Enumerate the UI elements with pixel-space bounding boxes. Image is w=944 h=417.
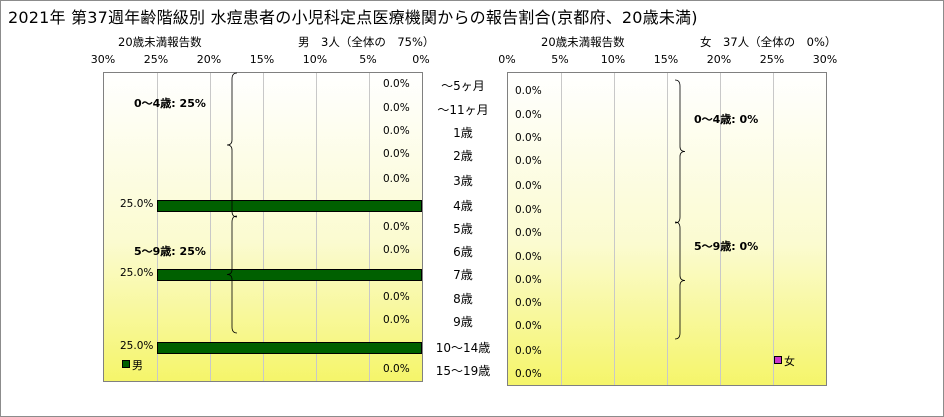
female-legend-label: 女 bbox=[784, 355, 795, 368]
female-x-tick: 25% bbox=[759, 53, 785, 66]
female-gridline bbox=[614, 73, 615, 385]
age-label: 5歳 bbox=[453, 222, 473, 236]
male-data-label: 0.0% bbox=[383, 363, 410, 375]
male-x-tick: 5% bbox=[359, 53, 377, 66]
female-data-label: 0.0% bbox=[515, 227, 542, 239]
male-gridline bbox=[210, 73, 211, 381]
male-data-label: 0.0% bbox=[383, 314, 410, 326]
male-gridline bbox=[369, 73, 370, 381]
age-label: 1歳 bbox=[453, 126, 473, 140]
age-label: ～11ヶ月 bbox=[437, 103, 489, 117]
female-bracket-label: 0～4歳: 0% bbox=[694, 113, 759, 126]
male-x-tick: 30% bbox=[90, 53, 116, 66]
female-data-label: 0.0% bbox=[515, 251, 542, 263]
female-x-tick: 0% bbox=[498, 53, 516, 66]
age-label: 10～14歳 bbox=[435, 341, 491, 355]
male-data-label: 25.0% bbox=[120, 198, 154, 210]
male-legend-swatch bbox=[122, 360, 130, 368]
male-data-label: 0.0% bbox=[383, 148, 410, 160]
age-label: ～5ヶ月 bbox=[441, 79, 485, 93]
age-label: 15～19歳 bbox=[435, 364, 491, 378]
male-data-label: 0.0% bbox=[383, 244, 410, 256]
female-data-label: 0.0% bbox=[515, 85, 542, 97]
female-data-label: 0.0% bbox=[515, 368, 542, 380]
female-data-label: 0.0% bbox=[515, 109, 542, 121]
age-label: 9歳 bbox=[453, 315, 473, 329]
male-header-right: 男 3人（全体の 75%） bbox=[298, 35, 435, 49]
male-x-tick: 0% bbox=[412, 53, 430, 66]
male-bar bbox=[157, 269, 422, 281]
age-label: 8歳 bbox=[453, 292, 473, 306]
female-header-right: 女 37人（全体の 0%） bbox=[700, 35, 837, 49]
female-legend: 女 bbox=[774, 353, 795, 369]
male-bracket-label: 5～9歳: 25% bbox=[134, 245, 206, 258]
male-x-tick: 25% bbox=[143, 53, 169, 66]
female-gridline bbox=[720, 73, 721, 385]
male-gridline bbox=[316, 73, 317, 381]
male-bar bbox=[157, 200, 422, 212]
female-bracket-label: 5～9歳: 0% bbox=[694, 240, 759, 253]
female-data-label: 0.0% bbox=[515, 297, 542, 309]
female-legend-swatch bbox=[774, 356, 782, 364]
male-gridline bbox=[157, 73, 158, 381]
chart-title: 2021年 第37週年齢階級別 水痘患者の小児科定点医療機関からの報告割合(京都… bbox=[8, 8, 698, 27]
male-header-left: 20歳未満報告数 bbox=[118, 35, 202, 49]
female-x-tick: 10% bbox=[600, 53, 626, 66]
female-bracket bbox=[674, 221, 686, 340]
female-data-label: 0.0% bbox=[515, 345, 542, 357]
male-x-tick: 20% bbox=[196, 53, 222, 66]
male-bracket bbox=[226, 215, 238, 334]
male-data-label: 25.0% bbox=[120, 267, 154, 279]
male-bar bbox=[157, 342, 422, 354]
male-data-label: 0.0% bbox=[383, 125, 410, 137]
female-data-label: 0.0% bbox=[515, 180, 542, 192]
age-label: 3歳 bbox=[453, 174, 473, 188]
female-gridline bbox=[773, 73, 774, 385]
age-label: 7歳 bbox=[453, 268, 473, 282]
male-data-label: 0.0% bbox=[383, 78, 410, 90]
female-data-label: 0.0% bbox=[515, 274, 542, 286]
age-label: 6歳 bbox=[453, 245, 473, 259]
female-bracket bbox=[674, 79, 686, 224]
female-plot-area bbox=[507, 72, 827, 386]
male-bracket bbox=[226, 72, 238, 218]
male-data-label: 25.0% bbox=[120, 340, 154, 352]
female-data-label: 0.0% bbox=[515, 204, 542, 216]
male-data-label: 0.0% bbox=[383, 102, 410, 114]
male-plot-area bbox=[103, 72, 423, 382]
female-data-label: 0.0% bbox=[515, 132, 542, 144]
female-data-label: 0.0% bbox=[515, 155, 542, 167]
male-x-tick: 15% bbox=[249, 53, 275, 66]
male-data-label: 0.0% bbox=[383, 173, 410, 185]
male-bracket-label: 0～4歳: 25% bbox=[134, 97, 206, 110]
female-x-tick: 20% bbox=[706, 53, 732, 66]
male-legend-label: 男 bbox=[132, 359, 143, 372]
age-label: 4歳 bbox=[453, 199, 473, 213]
male-gridline bbox=[263, 73, 264, 381]
male-legend: 男 bbox=[122, 357, 143, 373]
male-x-tick: 10% bbox=[302, 53, 328, 66]
age-label: 2歳 bbox=[453, 149, 473, 163]
female-data-label: 0.0% bbox=[515, 320, 542, 332]
female-x-tick: 15% bbox=[653, 53, 679, 66]
female-header-left: 20歳未満報告数 bbox=[541, 35, 625, 49]
female-gridline bbox=[667, 73, 668, 385]
male-data-label: 0.0% bbox=[383, 291, 410, 303]
female-gridline bbox=[561, 73, 562, 385]
female-x-tick: 30% bbox=[812, 53, 838, 66]
male-data-label: 0.0% bbox=[383, 221, 410, 233]
female-x-tick: 5% bbox=[551, 53, 569, 66]
